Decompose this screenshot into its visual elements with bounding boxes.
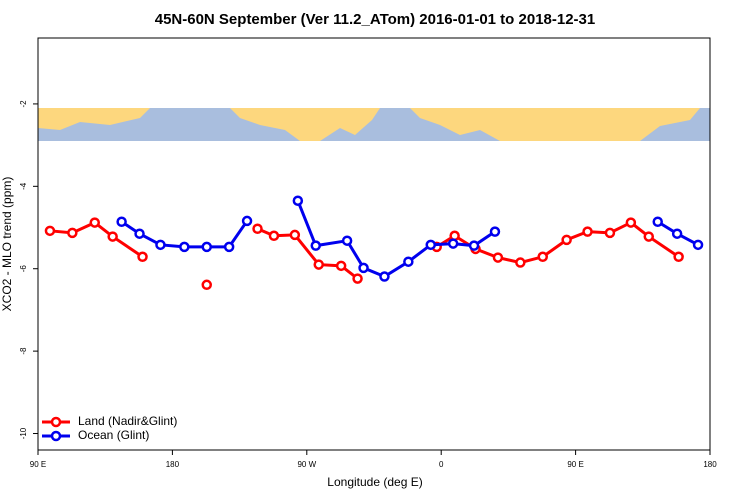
data-point xyxy=(468,240,480,251)
x-axis-label: Longitude (deg E) xyxy=(327,475,422,489)
data-point xyxy=(379,271,390,282)
data-point xyxy=(492,252,504,263)
data-point xyxy=(537,251,548,263)
data-point xyxy=(252,223,263,235)
data-point xyxy=(116,216,127,228)
data-point xyxy=(561,234,572,246)
data-point xyxy=(652,216,663,228)
legend-marker xyxy=(50,416,62,428)
data-point xyxy=(515,257,526,268)
data-point xyxy=(137,251,148,263)
legend-label: Land (Nadir&Glint) xyxy=(78,414,177,428)
data-point xyxy=(604,227,616,239)
data-point xyxy=(134,228,145,239)
x-tick-label: 90 W xyxy=(297,460,316,469)
y-tick-label: -6 xyxy=(19,265,28,273)
plot-frame xyxy=(37,37,711,451)
data-point xyxy=(313,259,324,270)
data-point xyxy=(643,231,655,242)
data-point xyxy=(692,239,704,251)
y-tick-label: -4 xyxy=(19,182,28,190)
x-tick-label: 180 xyxy=(166,460,180,469)
x-tick-label: 0 xyxy=(439,460,444,469)
data-point xyxy=(241,215,253,227)
data-point xyxy=(289,229,301,241)
data-point xyxy=(44,225,56,237)
map-band xyxy=(38,108,710,141)
legend-label: Ocean (Glint) xyxy=(78,428,149,442)
x-tick-label: 90 E xyxy=(567,460,583,469)
y-axis-label: XCO2 - MLO trend (ppm) xyxy=(0,177,14,312)
data-point xyxy=(673,251,684,263)
data-point xyxy=(447,238,459,249)
data-point xyxy=(155,239,166,251)
y-tick-label: -8 xyxy=(19,347,28,355)
legend-marker xyxy=(50,430,62,442)
data-point xyxy=(671,228,683,239)
data-point xyxy=(352,273,363,284)
x-tick-label: 180 xyxy=(703,460,717,469)
data-point xyxy=(201,279,212,291)
data-point xyxy=(310,240,322,251)
data-point xyxy=(625,217,637,228)
data-point xyxy=(582,226,593,237)
data-point xyxy=(179,241,190,253)
y-tick-label: -10 xyxy=(19,427,28,439)
chart-title: 45N-60N September (Ver 11.2_ATom) 2016-0… xyxy=(155,11,596,28)
data-point xyxy=(67,227,78,239)
data-point xyxy=(403,256,414,267)
data-point xyxy=(223,241,235,253)
y-tick-label: -2 xyxy=(19,100,28,108)
data-point xyxy=(358,262,369,274)
data-point xyxy=(335,260,347,272)
data-point xyxy=(489,226,501,237)
x-tick-label: 90 E xyxy=(30,460,46,469)
data-point xyxy=(268,230,280,242)
data-point xyxy=(89,217,100,228)
data-point xyxy=(292,195,304,206)
data-point xyxy=(107,231,118,242)
data-point xyxy=(341,235,353,246)
data-point xyxy=(201,241,212,253)
data-point xyxy=(425,239,436,251)
